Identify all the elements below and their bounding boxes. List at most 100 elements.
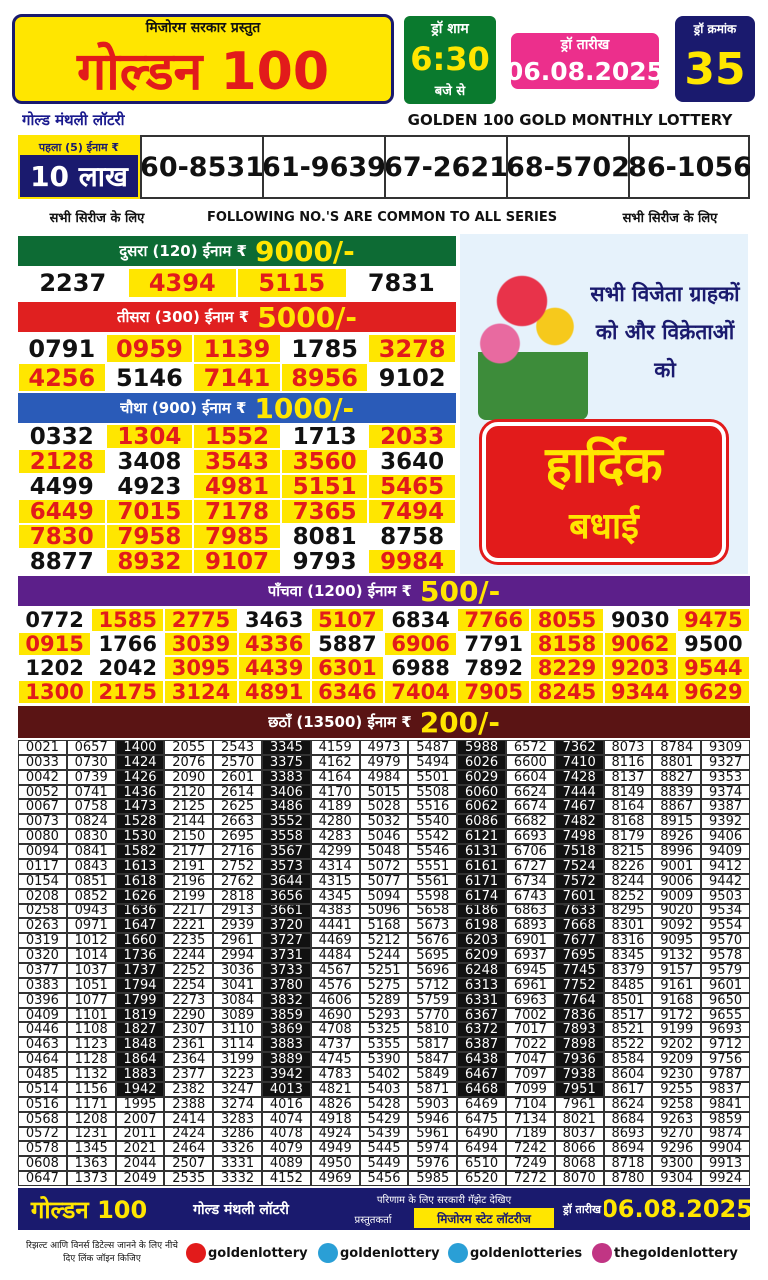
winning-number: 4924 [310,1126,360,1142]
winning-number: 0073 [18,814,67,830]
winning-number: 6131 [457,844,506,859]
winning-number: 9601 [701,977,750,993]
winning-number: 9258 [652,1096,702,1112]
winning-number: 0332 [19,425,105,448]
winning-number: 7831 [347,269,455,297]
winning-number: 9374 [701,784,750,800]
winning-number: 9924 [701,1171,750,1186]
social-icon [592,1243,612,1263]
winning-number: 9161 [652,977,702,993]
winning-number: 8758 [369,525,455,548]
winning-number: 6674 [506,799,555,815]
winning-number: 1636 [115,903,165,919]
winning-number: 8164 [603,799,653,815]
winning-number: 2961 [213,933,262,949]
first-number: 61-9639 [262,135,384,199]
prize-label: तीसरा (300) ईनाम ₹ [116,308,250,326]
winning-number: 8149 [603,784,653,800]
winning-number: 1530 [115,829,165,845]
winning-number: 4469 [310,933,360,949]
winning-number: 2254 [164,977,214,993]
winning-number: 9006 [652,873,702,889]
winning-number: 9255 [652,1081,702,1097]
prize-label: दुसरा (120) ईनाम ₹ [119,242,247,260]
winning-number: 6209 [457,948,506,963]
winning-number: 8245 [531,681,603,703]
winning-number: 6186 [457,903,506,919]
winning-number: 4979 [359,754,409,770]
winning-number: 7404 [385,681,457,703]
winning-number: 7365 [281,500,368,523]
winning-number: 3283 [213,1111,262,1127]
winning-number: 5985 [408,1171,458,1186]
winning-number: 2543 [213,740,262,755]
winning-number: 8522 [603,1037,653,1053]
winning-number: 1304 [106,425,193,448]
winning-number: 6468 [457,1081,506,1097]
winning-number: 8073 [603,740,653,755]
winning-number: 4737 [310,1037,360,1053]
winning-number: 2128 [19,450,105,473]
winning-number: 0572 [18,1126,67,1142]
winning-number: 8517 [603,1007,653,1023]
winning-number: 6572 [506,740,555,755]
winning-number: 6494 [457,1141,506,1157]
winning-number: 5988 [457,740,506,755]
winning-number: 5759 [408,992,458,1008]
winning-number: 2011 [115,1126,165,1142]
winning-number: 0791 [19,335,105,362]
winning-number: 8179 [603,829,653,845]
winning-number: 7677 [554,933,604,949]
winning-number: 7015 [106,500,193,523]
winning-number: 3095 [165,657,237,679]
winning-number: 3286 [213,1126,262,1142]
winning-number: 9579 [701,963,750,978]
winning-number: 7951 [554,1081,604,1097]
winning-number: 3408 [106,450,193,473]
winning-number: 7444 [554,784,604,800]
prize-amount: 1000/- [254,393,355,423]
first-label: पहला (5) ईनाम ₹ [38,140,120,154]
winning-number: 3859 [262,1007,311,1023]
winning-number: 4283 [310,829,360,845]
winning-number: 8068 [554,1156,604,1172]
winning-number: 1827 [115,1022,165,1038]
winning-number: 7958 [106,525,193,548]
winning-number: 3406 [262,784,311,800]
winning-number: 9387 [701,799,750,815]
winning-number: 6331 [457,992,506,1008]
footer-presenter: मिजोरम स्टेट लॉटरीज [414,1208,554,1228]
winning-number: 6834 [385,609,457,631]
winning-number: 5115 [238,269,346,297]
winning-number: 2507 [164,1156,214,1172]
winning-number: 1012 [66,933,116,949]
winning-number: 7272 [506,1171,555,1186]
winning-number: 0608 [18,1156,67,1172]
winning-number: 2144 [164,814,214,830]
winning-number: 4981 [194,475,280,498]
winning-number: 1883 [115,1067,165,1082]
winning-number: 1426 [115,769,165,785]
winning-number: 8624 [603,1096,653,1112]
winning-number: 6161 [457,858,506,874]
winning-number: 4499 [19,475,105,498]
winning-number: 8932 [106,550,193,573]
winning-number: 5976 [408,1156,458,1172]
winning-number: 9475 [677,609,749,631]
winning-number: 1794 [115,977,165,993]
winning-number: 2090 [164,769,214,785]
winning-number: 8604 [603,1067,653,1082]
winning-number: 0657 [66,740,116,755]
winning-number: 9841 [701,1096,750,1112]
winning-number: 9203 [604,657,676,679]
winning-number: 7498 [554,829,604,845]
winning-number: 5072 [359,858,409,874]
winning-number: 9107 [194,550,280,573]
winning-number: 6988 [385,657,457,679]
winning-number: 9554 [701,918,750,934]
time-suffix: बजे से [434,84,466,99]
first-number: 67-2621 [384,135,506,199]
winning-number: 0320 [18,948,67,963]
winning-number: 1373 [66,1171,116,1186]
winning-number: 5096 [359,903,409,919]
